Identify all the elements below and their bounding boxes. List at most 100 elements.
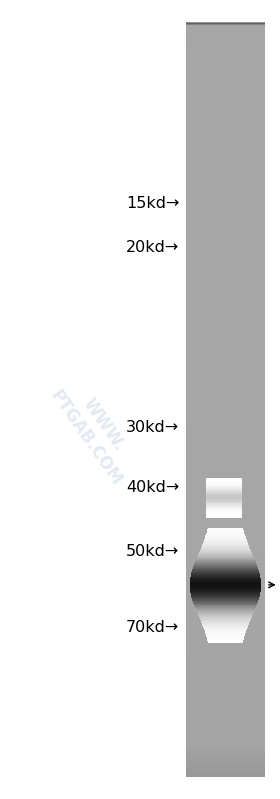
Bar xyxy=(186,445,265,447)
Bar xyxy=(186,367,265,369)
Bar xyxy=(206,635,245,636)
Bar xyxy=(186,616,265,618)
Bar xyxy=(199,615,252,616)
Bar xyxy=(186,568,265,570)
Bar xyxy=(186,347,265,349)
Bar xyxy=(206,514,242,515)
Bar xyxy=(186,734,265,737)
Bar xyxy=(186,123,265,125)
Bar xyxy=(190,581,261,582)
Bar xyxy=(186,23,265,25)
Bar xyxy=(207,639,244,640)
Bar xyxy=(206,504,242,505)
Bar xyxy=(186,35,265,38)
Bar xyxy=(186,189,265,191)
Bar xyxy=(186,746,265,748)
Bar xyxy=(186,33,265,35)
Bar xyxy=(186,22,265,24)
Bar xyxy=(186,321,265,324)
Bar xyxy=(186,641,265,643)
Bar xyxy=(186,681,265,684)
Bar xyxy=(186,586,265,588)
Bar xyxy=(206,480,242,481)
Bar xyxy=(186,23,265,25)
Bar xyxy=(186,236,265,239)
Bar xyxy=(186,389,265,392)
Bar xyxy=(186,711,265,714)
Bar xyxy=(206,497,242,498)
Bar xyxy=(186,334,265,336)
Bar xyxy=(192,600,258,601)
Bar xyxy=(186,375,265,377)
Bar xyxy=(186,163,265,165)
Bar xyxy=(206,479,242,480)
Bar xyxy=(191,595,260,596)
Bar xyxy=(186,27,265,30)
Bar xyxy=(186,669,265,671)
Bar xyxy=(186,382,265,384)
Bar xyxy=(206,511,242,512)
Bar xyxy=(186,47,265,50)
Bar xyxy=(186,233,265,236)
Bar xyxy=(186,272,265,274)
Bar xyxy=(186,248,265,251)
Bar xyxy=(194,564,257,565)
Bar xyxy=(198,555,253,557)
Bar xyxy=(186,684,265,686)
Bar xyxy=(186,307,265,309)
Bar xyxy=(186,292,265,294)
Bar xyxy=(207,641,243,642)
Bar xyxy=(186,24,265,26)
Bar xyxy=(190,579,261,581)
Bar xyxy=(186,133,265,136)
Bar xyxy=(186,50,265,53)
Bar xyxy=(186,661,265,663)
Bar xyxy=(186,55,265,58)
Bar xyxy=(190,578,261,579)
Bar xyxy=(186,563,265,566)
Bar xyxy=(200,550,251,551)
Bar xyxy=(186,103,265,105)
Bar xyxy=(186,623,265,626)
Bar xyxy=(202,624,249,625)
Bar xyxy=(208,642,243,643)
Bar xyxy=(186,761,265,763)
Bar xyxy=(186,387,265,389)
Bar xyxy=(186,329,265,332)
Bar xyxy=(186,360,265,362)
Bar xyxy=(196,608,255,610)
Bar xyxy=(186,158,265,161)
Bar xyxy=(186,634,265,636)
Bar xyxy=(186,211,265,213)
Bar xyxy=(186,332,265,334)
Bar xyxy=(191,596,260,597)
Bar xyxy=(186,686,265,689)
Bar xyxy=(186,417,265,419)
Bar xyxy=(186,472,265,475)
Bar xyxy=(186,244,265,246)
Bar xyxy=(186,603,265,606)
Bar xyxy=(186,483,265,485)
Bar xyxy=(199,552,251,553)
Bar xyxy=(186,138,265,141)
Text: 50kd→: 50kd→ xyxy=(126,544,179,559)
Bar xyxy=(202,622,249,624)
Bar xyxy=(186,775,265,777)
Bar xyxy=(186,581,265,583)
Bar xyxy=(186,264,265,266)
Bar xyxy=(186,23,265,25)
Bar xyxy=(186,749,265,751)
Bar xyxy=(206,535,245,536)
Bar xyxy=(186,752,265,754)
Bar xyxy=(186,721,265,724)
Bar xyxy=(206,481,242,482)
Bar xyxy=(186,176,265,178)
Bar xyxy=(186,24,265,26)
Bar xyxy=(186,24,265,25)
Bar xyxy=(186,342,265,344)
Bar xyxy=(186,753,265,754)
Bar xyxy=(186,118,265,121)
Bar xyxy=(186,538,265,540)
Bar xyxy=(186,663,265,666)
Bar xyxy=(186,324,265,327)
